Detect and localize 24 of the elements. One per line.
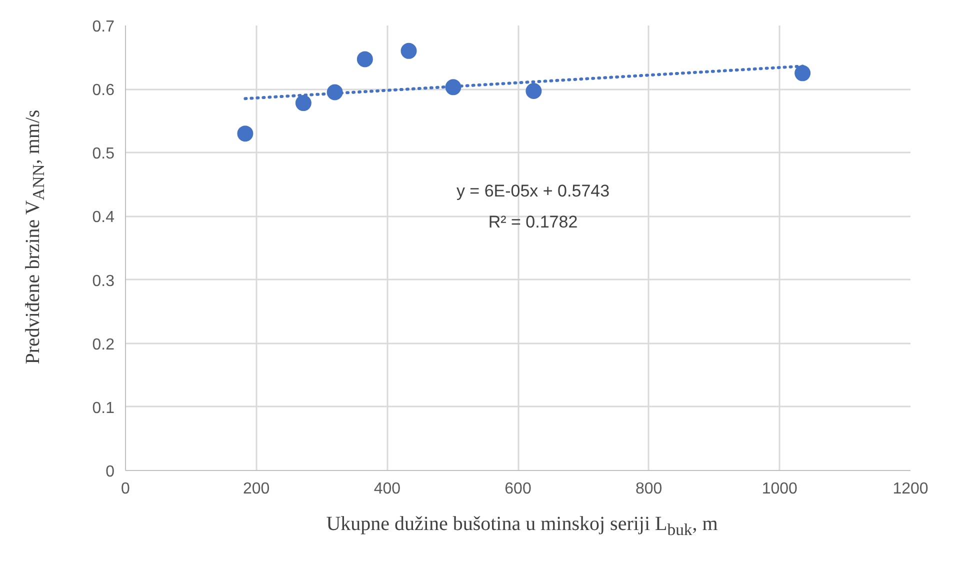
x-tick-label: 400 — [374, 480, 401, 498]
y-tick-label: 0 — [106, 464, 115, 480]
point — [295, 95, 312, 112]
annotation: y = 6E-05x + 0.5743 — [456, 182, 610, 200]
y-tick-label: 0.2 — [92, 336, 115, 354]
y-tick-label: 0.7 — [92, 18, 115, 36]
annotation: R² = 0.1782 — [488, 212, 578, 232]
x-tick-label: 200 — [242, 480, 270, 498]
y-tick-label: 0.4 — [92, 209, 115, 226]
point — [356, 51, 373, 68]
y-tick-label: 0.5 — [92, 146, 115, 163]
x-tick-label: 1000 — [762, 480, 798, 498]
point — [526, 82, 542, 99]
point — [400, 42, 417, 59]
point — [794, 65, 811, 82]
x-axis-title: Ukupne dužine bušotina u minskoj seriji L$_{buk}$, m — [326, 512, 718, 541]
x-tick-label: 600 — [504, 480, 532, 498]
y-tick-label: 0.6 — [92, 82, 115, 100]
point — [237, 126, 254, 142]
x-tick-label: 1200 — [892, 480, 928, 498]
x-tick-label: 0 — [121, 480, 130, 498]
y-tick-label: 0.1 — [92, 400, 115, 417]
x-tick-label: 800 — [635, 480, 662, 498]
y-tick-label: 0.3 — [92, 272, 115, 290]
